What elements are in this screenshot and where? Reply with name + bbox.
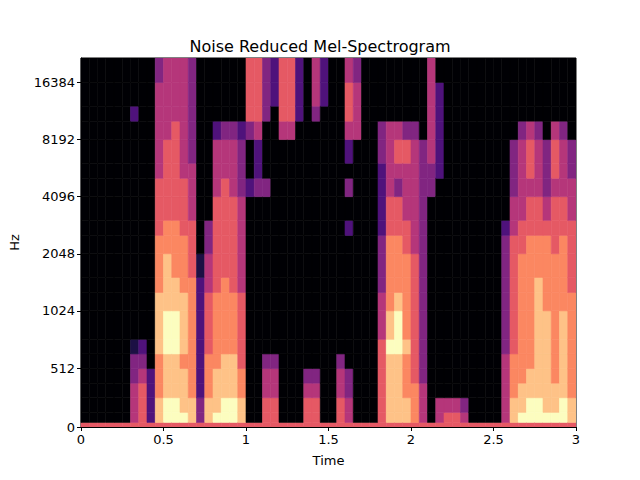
svg-text:0: 0 (77, 432, 85, 447)
svg-text:16384: 16384 (34, 75, 75, 90)
svg-text:Hz: Hz (7, 234, 22, 251)
svg-text:1024: 1024 (42, 303, 75, 318)
svg-text:3: 3 (572, 432, 580, 447)
svg-text:4096: 4096 (42, 189, 75, 204)
svg-text:1: 1 (242, 432, 250, 447)
svg-text:512: 512 (50, 361, 75, 376)
svg-text:Noise Reduced Mel-Spectrogram: Noise Reduced Mel-Spectrogram (189, 37, 450, 56)
svg-text:0: 0 (67, 420, 75, 435)
svg-text:2048: 2048 (42, 246, 75, 261)
svg-text:Time: Time (312, 453, 345, 468)
svg-text:0.5: 0.5 (153, 432, 174, 447)
svg-text:2: 2 (407, 432, 415, 447)
svg-text:2.5: 2.5 (483, 432, 504, 447)
svg-text:1.5: 1.5 (318, 432, 339, 447)
svg-text:8192: 8192 (42, 132, 75, 147)
